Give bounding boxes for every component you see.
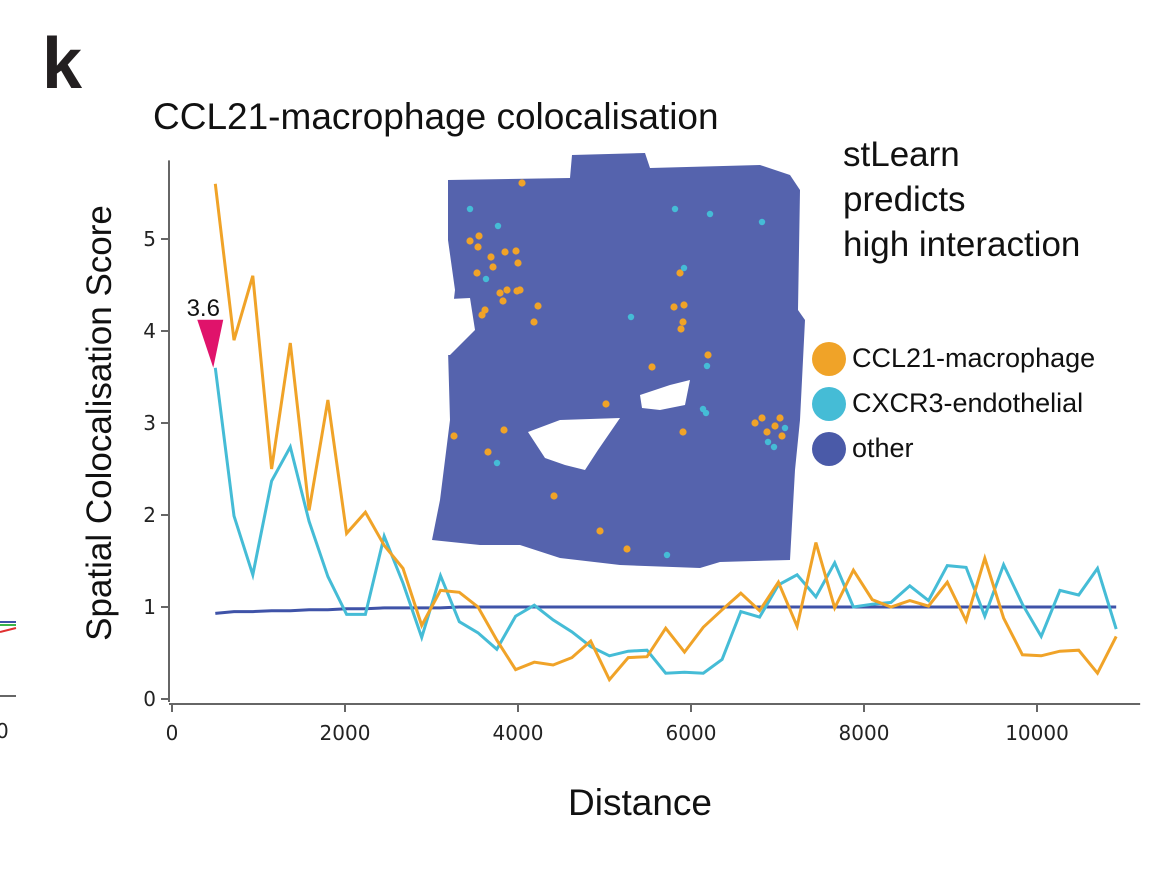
series-lines: [213, 183, 1118, 683]
tissue-spot-ccl21-macrophage: [602, 400, 610, 408]
tissue-spot-ccl21-macrophage: [677, 325, 685, 333]
callout: 3.6: [187, 295, 224, 368]
y-tick-label: 0: [143, 687, 156, 711]
tissue-spot-ccl21-macrophage: [679, 428, 687, 436]
y-tick-label: 5: [143, 227, 156, 251]
y-tick-label: 4: [143, 319, 156, 343]
tissue-spot-cxcr3-endothelial: [482, 275, 490, 283]
tissue-spot-ccl21-macrophage: [500, 426, 508, 434]
tissue-spot-ccl21-macrophage: [489, 263, 497, 271]
tissue-spot-cxcr3-endothelial: [680, 264, 688, 272]
chart-title: CCL21-macrophage colocalisation: [153, 96, 719, 137]
callout-label: 3.6: [187, 295, 220, 322]
legend-label: other: [852, 433, 914, 463]
tissue-spot-ccl21-macrophage: [474, 243, 482, 251]
tissue-spot-cxcr3-endothelial: [758, 218, 766, 226]
annotation-line: stLearn: [843, 135, 960, 174]
tissue-spot-ccl21-macrophage: [512, 247, 520, 255]
y-axis-label: Spatial Colocalisation Score: [80, 205, 119, 641]
tissue-spot-ccl21-macrophage: [513, 287, 521, 295]
annotation-line: predicts: [843, 180, 966, 219]
y-tick-label: 3: [143, 411, 156, 435]
tissue-spot-cxcr3-endothelial: [781, 424, 789, 432]
legend-dot-icon: [812, 341, 846, 376]
legend-item-other: other: [812, 426, 1095, 471]
annotation-line: high interaction: [843, 225, 1081, 264]
tissue-spot-ccl21-macrophage: [679, 318, 687, 326]
neighbor-panel-fragment: 0: [0, 621, 17, 740]
tissue-spot-ccl21-macrophage: [503, 286, 511, 294]
tissue-spot-ccl21-macrophage: [466, 237, 474, 245]
tissue-spot-ccl21-macrophage: [704, 351, 712, 359]
tissue-spot-ccl21-macrophage: [481, 306, 489, 314]
tissue-hole: [528, 418, 620, 470]
tissue-spot-ccl21-macrophage: [550, 492, 558, 500]
tissue-spot-cxcr3-endothelial: [702, 409, 710, 417]
tissue-spot-ccl21-macrophage: [450, 432, 458, 440]
y-tick-label: 2: [143, 503, 156, 527]
tissue-spot-cxcr3-endothelial: [663, 551, 671, 559]
legend-dot-icon: [812, 431, 846, 466]
tissue-spot-ccl21-macrophage: [676, 269, 684, 277]
tissue-spot-ccl21-macrophage: [496, 289, 504, 297]
tissue-spot-ccl21-macrophage: [596, 527, 604, 535]
tissue-hole: [640, 380, 690, 410]
tissue-spot-ccl21-macrophage: [680, 301, 688, 309]
tissue-spot-ccl21-macrophage: [751, 419, 759, 427]
x-tick-label: 2000: [320, 721, 371, 745]
x-axis-label: Distance: [568, 782, 712, 823]
tissue-spot-ccl21-macrophage: [763, 428, 771, 436]
tissue-spot-ccl21-macrophage: [776, 414, 784, 422]
tissue-inset-image: [430, 153, 805, 568]
tissue-spot-ccl21-macrophage: [534, 302, 542, 310]
tissue-spot-cxcr3-endothelial: [770, 443, 778, 451]
tissue-spot-ccl21-macrophage: [487, 253, 495, 261]
x-tick-label: 8000: [839, 721, 890, 745]
svg-text:0: 0: [0, 719, 9, 740]
tissue-spot-cxcr3-endothelial: [627, 313, 635, 321]
tissue-spot-ccl21-macrophage: [670, 303, 678, 311]
legend-label: CCL21-macrophage: [852, 343, 1096, 373]
line-cxcr3-endothelial: [213, 367, 1118, 675]
legend-dot-icon: [812, 386, 846, 421]
tissue-spot-cxcr3-endothelial: [706, 210, 714, 218]
tissue-spot-ccl21-macrophage: [771, 422, 779, 430]
x-tick-label: 6000: [666, 721, 717, 745]
y-tick-label: 1: [143, 595, 156, 619]
tissue-spot-ccl21-macrophage: [778, 432, 786, 440]
tissue-spot-cxcr3-endothelial: [493, 459, 501, 467]
tissue-spot-ccl21-macrophage: [648, 363, 656, 371]
x-tick-label: 10000: [1005, 721, 1069, 745]
callout-triangle-icon: [197, 319, 224, 368]
tissue-spot-ccl21-macrophage: [530, 318, 538, 326]
tissue-spot-ccl21-macrophage: [501, 248, 509, 256]
tissue-spot-ccl21-macrophage: [484, 448, 492, 456]
legend-label: CXCR3-endothelial: [852, 388, 1084, 418]
x-tick-label: 4000: [493, 721, 544, 745]
tissue-spot-cxcr3-endothelial: [764, 438, 772, 446]
tissue-spot-cxcr3-endothelial: [494, 222, 502, 230]
tissue-spot-ccl21-macrophage: [499, 297, 507, 305]
panel-letter: k: [42, 24, 83, 104]
tissue-spot-cxcr3-endothelial: [671, 205, 679, 213]
tissue-spot-ccl21-macrophage: [514, 259, 522, 267]
legend-item-cxcr3-endothelial: CXCR3-endothelial: [812, 381, 1095, 426]
tissue-spot-cxcr3-endothelial: [703, 362, 711, 370]
tissue-spot-ccl21-macrophage: [475, 232, 483, 240]
tissue-spot-ccl21-macrophage: [758, 414, 766, 422]
tissue-spot-ccl21-macrophage: [623, 545, 631, 553]
x-tick-label: 0: [166, 721, 179, 745]
tissue-edge-notch: [430, 298, 475, 355]
tissue-section: [432, 153, 805, 568]
line-ccl21-macrophage: [213, 183, 1118, 683]
annotation-text: stLearn predicts high interaction: [843, 132, 1080, 267]
tissue-spot-cxcr3-endothelial: [466, 205, 474, 213]
axes: 0 1 2 3 4 5 0 2000 4000 6000 8000 10000: [143, 160, 1141, 745]
tissue-spot-ccl21-macrophage: [473, 269, 481, 277]
legend-item-ccl21-macrophage: CCL21-macrophage: [812, 336, 1095, 381]
tissue-spot-ccl21-macrophage: [518, 179, 526, 187]
legend: CCL21-macrophage CXCR3-endothelial other: [812, 336, 1095, 471]
